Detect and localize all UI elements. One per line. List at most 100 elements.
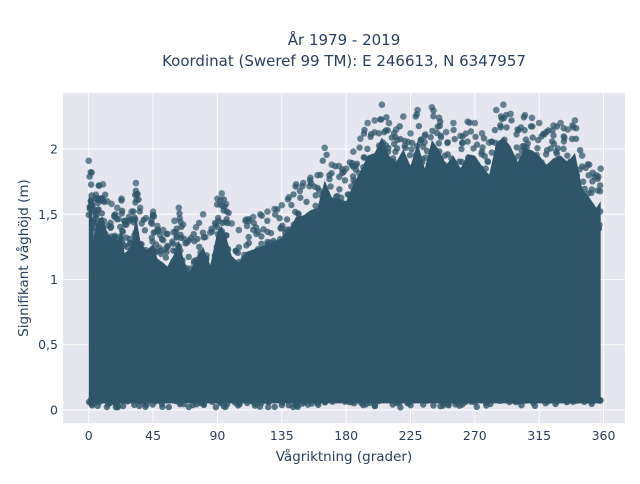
data-point <box>236 401 243 408</box>
data-point <box>200 401 208 408</box>
data-point <box>443 177 450 184</box>
data-point <box>105 235 113 242</box>
data-point <box>125 213 133 221</box>
data-point <box>496 397 503 404</box>
data-point <box>214 246 222 254</box>
x-tick-label: 270 <box>463 428 487 443</box>
data-point <box>324 209 331 216</box>
data-point <box>216 393 223 401</box>
data-point <box>360 182 367 189</box>
data-point <box>332 193 340 201</box>
data-point <box>310 228 317 235</box>
data-point <box>212 404 220 411</box>
data-point <box>491 173 498 181</box>
data-point <box>392 126 400 133</box>
data-point <box>338 194 345 201</box>
data-point <box>534 171 542 178</box>
data-point <box>408 394 415 402</box>
data-point <box>100 227 107 234</box>
data-point <box>228 220 235 227</box>
data-point <box>509 170 516 177</box>
data-point <box>563 178 570 185</box>
data-point <box>121 217 128 225</box>
data-point <box>164 243 171 251</box>
data-point <box>393 145 401 152</box>
data-point <box>303 396 310 403</box>
data-point <box>165 403 172 411</box>
data-point <box>502 396 510 403</box>
data-point <box>529 160 536 168</box>
data-point <box>441 161 448 168</box>
data-point <box>482 165 489 172</box>
data-point <box>529 123 536 130</box>
data-point <box>350 148 357 155</box>
data-point <box>573 172 581 179</box>
data-point <box>257 211 264 218</box>
data-point <box>419 158 426 166</box>
data-point <box>138 220 145 227</box>
data-point <box>506 164 513 171</box>
data-point <box>222 200 230 208</box>
data-point <box>250 226 257 233</box>
data-point <box>112 259 120 266</box>
data-point <box>174 253 181 261</box>
data-point <box>272 211 279 218</box>
data-point <box>199 211 207 218</box>
data-point <box>299 179 307 187</box>
data-point <box>92 191 100 198</box>
data-point <box>300 215 307 222</box>
data-point <box>360 164 367 171</box>
data-point <box>472 133 479 140</box>
data-point <box>198 269 205 276</box>
data-point <box>211 252 218 259</box>
data-point <box>471 119 479 127</box>
data-point <box>102 191 109 198</box>
data-point <box>437 156 445 163</box>
data-point <box>384 127 391 134</box>
data-point <box>282 232 289 240</box>
data-point <box>415 394 422 401</box>
data-point <box>593 171 600 179</box>
data-point <box>560 145 567 152</box>
data-point <box>314 184 321 192</box>
data-point <box>118 195 125 202</box>
data-point <box>335 162 343 170</box>
data-point <box>364 145 371 153</box>
data-point <box>547 179 555 187</box>
data-point <box>179 221 187 228</box>
data-point <box>382 164 389 172</box>
x-tick-label: 315 <box>527 428 551 443</box>
data-point <box>491 126 499 134</box>
data-point <box>135 249 143 257</box>
data-point <box>111 212 118 219</box>
data-point <box>90 231 98 238</box>
data-point <box>154 395 161 402</box>
data-point <box>315 394 323 401</box>
data-point <box>435 172 443 179</box>
data-point <box>249 213 257 221</box>
data-point <box>243 222 251 230</box>
data-point <box>444 139 451 146</box>
data-point <box>88 169 95 176</box>
data-point <box>326 196 333 204</box>
data-point <box>557 119 564 127</box>
data-point <box>127 247 134 254</box>
data-point <box>315 401 322 409</box>
data-point <box>314 171 321 179</box>
data-point <box>235 226 243 234</box>
data-point <box>235 258 243 266</box>
data-point <box>303 198 310 206</box>
data-point <box>342 165 350 172</box>
data-point <box>319 157 326 164</box>
data-point <box>430 113 437 120</box>
data-point <box>254 245 262 253</box>
data-point <box>306 211 313 219</box>
data-point <box>147 219 155 226</box>
data-point <box>218 190 225 197</box>
data-point <box>360 130 368 137</box>
data-point <box>182 280 190 287</box>
data-point <box>206 283 213 290</box>
data-point <box>521 147 529 155</box>
data-point <box>470 167 478 174</box>
